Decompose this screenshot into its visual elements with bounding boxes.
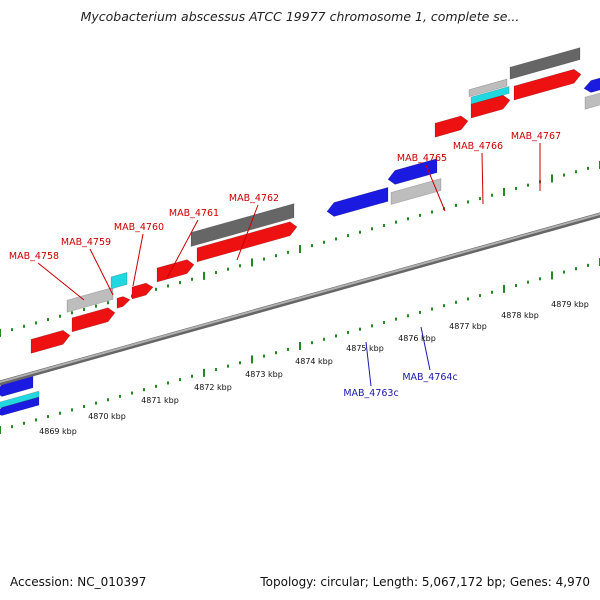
scale-label: 4877 kbp	[449, 322, 487, 331]
feature-dark[interactable]	[509, 47, 581, 80]
feature-cyan[interactable]	[470, 86, 510, 105]
feature-dark[interactable]	[190, 203, 295, 247]
feature-gray[interactable]	[584, 92, 600, 110]
scale-label: 4870 kbp	[88, 412, 126, 421]
gene-reverse[interactable]	[0, 396, 40, 416]
gene-forward[interactable]	[196, 221, 298, 263]
map-title: Mycobacterium abscessus ATCC 19977 chrom…	[80, 9, 520, 24]
gene-forward[interactable]	[131, 282, 154, 300]
gene-label-forward[interactable]: MAB_4761	[169, 208, 219, 219]
callout-leader	[166, 219, 199, 279]
scale-label: 4874 kbp	[295, 357, 333, 366]
chromosome-backbone	[0, 212, 600, 386]
feature-track[interactable]	[0, 47, 600, 416]
scale-label: 4878 kbp	[501, 311, 539, 320]
gene-label-forward[interactable]: MAB_4758	[9, 251, 59, 262]
scale-label: 4873 kbp	[245, 370, 283, 379]
feature-gray[interactable]	[468, 78, 508, 98]
scale-label: 4875 kbp	[346, 344, 384, 353]
backbone-highlight	[0, 212, 600, 384]
gene-label-forward[interactable]: MAB_4765	[397, 153, 447, 164]
callout-leader	[89, 248, 114, 296]
feature-cyan[interactable]	[0, 390, 40, 409]
scale-labels: 4869 kbp 4870 kbp 4871 kbp 4872 kbp 4873 kbp…	[39, 300, 589, 436]
callout-leader	[420, 326, 431, 371]
gene-reverse[interactable]	[326, 186, 389, 217]
scale-label: 4869 kbp	[39, 427, 77, 436]
gene-label-forward[interactable]: MAB_4760	[114, 222, 164, 233]
gene-reverse[interactable]	[583, 77, 600, 93]
gene-label-forward[interactable]: MAB_4767	[511, 131, 561, 142]
topology-text: Topology: circular; Length: 5,067,172 bp…	[260, 575, 590, 589]
callout-leader	[37, 262, 85, 301]
gene-forward[interactable]	[434, 115, 469, 138]
gene-forward[interactable]	[470, 94, 511, 119]
gene-label-forward[interactable]: MAB_4762	[229, 193, 279, 204]
scale-label: 4876 kbp	[398, 334, 436, 343]
accession-text: Accession: NC_010397	[10, 575, 147, 589]
feature-gray[interactable]	[390, 178, 442, 205]
feature-cyan[interactable]	[110, 272, 128, 290]
callout-leader	[365, 341, 372, 387]
callout-leader	[132, 233, 144, 287]
gene-label-reverse[interactable]: MAB_4763c	[343, 388, 398, 399]
gene-label-reverse[interactable]: MAB_4764c	[402, 372, 457, 383]
callout-leader	[425, 164, 446, 212]
gene-label-forward[interactable]: MAB_4759	[61, 237, 111, 248]
gene-forward[interactable]	[513, 68, 582, 101]
gene-forward[interactable]	[30, 330, 71, 354]
callout-leader	[236, 204, 259, 261]
scale-label: 4872 kbp	[194, 383, 232, 392]
gene-forward[interactable]	[71, 307, 116, 333]
lower-tick-track	[0, 258, 600, 434]
scale-label: 4871 kbp	[141, 396, 179, 405]
scale-label: 4879 kbp	[551, 300, 589, 309]
gene-forward[interactable]	[116, 296, 131, 309]
callout-leader	[481, 152, 484, 205]
gene-forward[interactable]	[156, 259, 195, 283]
gene-label-forward[interactable]: MAB_4766	[453, 141, 503, 152]
